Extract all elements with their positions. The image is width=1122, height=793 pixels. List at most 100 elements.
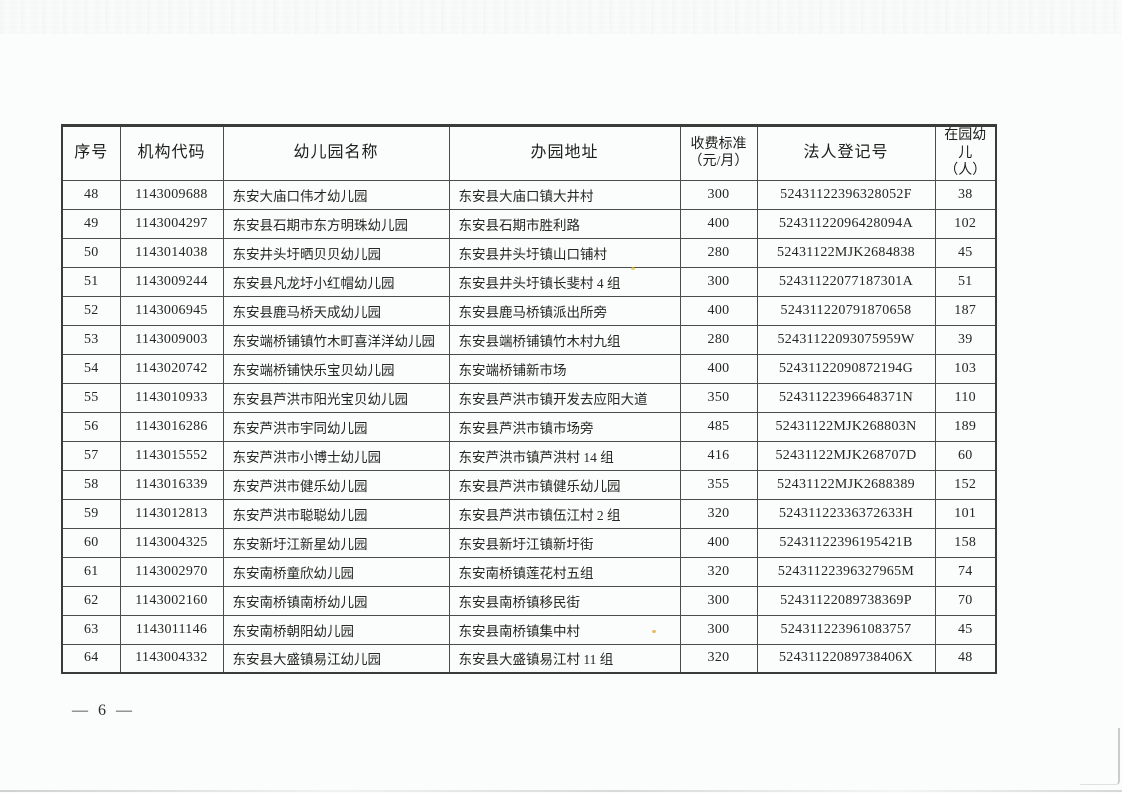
cell-no: 48 [61,179,121,210]
cell-address: 东安端桥铺新市场 [448,353,681,384]
cell-reg: 52431122MJK268707D [756,440,936,471]
cell-name: 东安端桥铺快乐宝贝幼儿园 [222,353,450,384]
table-header: 序号 机构代码 幼儿园名称 办园地址 收费标准 （元/月） 法人登记号 在园幼 儿（人） [61,125,997,181]
cell-address: 东安县鹿马桥镇派出所旁 [448,295,681,326]
cell-name: 东安芦洪市聪聪幼儿园 [222,498,450,529]
cell-address: 东安县新圩江镇新圩街 [448,527,681,558]
cell-no: 62 [61,585,121,616]
cell-fee: 300 [679,585,758,616]
cell-reg: 52431122396327965M [756,556,936,587]
cell-reg: 52431122089738369P [756,585,936,616]
cell-reg: 52431122093075959W [756,324,936,355]
cell-name: 东安南桥镇南桥幼儿园 [222,585,450,616]
cell-code: 1143012813 [119,498,224,529]
cell-name: 东安南桥童欣幼儿园 [222,556,450,587]
cell-no: 58 [61,469,121,500]
cell-address: 东安县端桥铺镇竹木村九组 [448,324,681,355]
column-header-address: 办园地址 [448,125,681,181]
cell-code: 1143016339 [119,469,224,500]
cell-reg: 524311223961083757 [756,614,936,645]
cell-children: 102 [934,208,997,239]
cell-reg: 52431122089738406X [756,643,936,674]
table-row: 63 1143011146 东安南桥朝阳幼儿园 东安县南桥镇集中村 300 5243112… [61,614,997,645]
table-row: 57 1143015552 东安芦洪市小博士幼儿园 东安芦洪市镇芦洪村 14 组 416… [61,440,997,471]
column-header-children: 在园幼 儿（人） [934,125,997,181]
cell-name: 东安县芦洪市阳光宝贝幼儿园 [222,382,450,413]
cell-fee: 280 [679,324,758,355]
scan-dot-artifact [652,630,656,633]
cell-children: 38 [934,179,997,210]
cell-children: 60 [934,440,997,471]
table-header-row: 序号 机构代码 幼儿园名称 办园地址 收费标准 （元/月） 法人登记号 在园幼 儿（人） [61,125,997,181]
cell-children: 70 [934,585,997,616]
cell-code: 1143015552 [119,440,224,471]
cell-no: 52 [61,295,121,326]
column-header-code: 机构代码 [119,125,224,181]
cell-fee: 355 [679,469,758,500]
column-header-reg: 法人登记号 [756,125,936,181]
cell-fee: 300 [679,266,758,297]
cell-fee: 350 [679,382,758,413]
page-number: — 6 — [72,702,135,719]
cell-name: 东安芦洪市健乐幼儿园 [222,469,450,500]
cell-reg: 52431122096428094A [756,208,936,239]
cell-children: 51 [934,266,997,297]
cell-name: 东安端桥铺镇竹木町喜洋洋幼儿园 [222,324,450,355]
cell-fee: 485 [679,411,758,442]
cell-children: 187 [934,295,997,326]
cell-no: 49 [61,208,121,239]
table-body: 48 1143009688 东安大庙口伟才幼儿园 东安县大庙口镇大井村 300 52431… [61,179,997,674]
scan-noise-artifact [0,0,1122,34]
cell-no: 53 [61,324,121,355]
cell-reg: 52431122336372633H [756,498,936,529]
cell-code: 1143009244 [119,266,224,297]
cell-code: 1143011146 [119,614,224,645]
table-row: 58 1143016339 东安芦洪市健乐幼儿园 东安县芦洪市镇健乐幼儿园 355 524… [61,469,997,500]
table-row: 50 1143014038 东安井头圩晒贝贝幼儿园 东安县井头圩镇山口铺村 280 524… [61,237,997,268]
cell-address: 东安县芦洪市镇开发去应阳大道 [448,382,681,413]
cell-name: 东安县凡龙圩小红帽幼儿园 [222,266,450,297]
cell-fee: 320 [679,498,758,529]
table-row: 60 1143004325 东安新圩江新星幼儿园 东安县新圩江镇新圩街 400 52431… [61,527,997,558]
cell-fee: 400 [679,353,758,384]
cell-children: 45 [934,237,997,268]
cell-children: 48 [934,643,997,674]
cell-code: 1143009688 [119,179,224,210]
column-header-fee: 收费标准 （元/月） [679,125,758,181]
cell-code: 1143002970 [119,556,224,587]
cell-no: 54 [61,353,121,384]
cell-name: 东安芦洪市宇同幼儿园 [222,411,450,442]
cell-fee: 320 [679,643,758,674]
scan-edge-artifact [0,790,1122,792]
table-row: 61 1143002970 东安南桥童欣幼儿园 东安南桥镇莲花村五组 320 524311… [61,556,997,587]
cell-name: 东安南桥朝阳幼儿园 [222,614,450,645]
cell-address: 东安县南桥镇集中村 [448,614,681,645]
table-row: 52 1143006945 东安县鹿马桥天成幼儿园 东安县鹿马桥镇派出所旁 400 524… [61,295,997,326]
cell-no: 56 [61,411,121,442]
cell-name: 东安县大盛镇易江幼儿园 [222,643,450,674]
cell-fee: 400 [679,527,758,558]
cell-no: 51 [61,266,121,297]
table-row: 51 1143009244 东安县凡龙圩小红帽幼儿园 东安县井头圩镇长斐村 4 组 30… [61,266,997,297]
table-row: 54 1143020742 东安端桥铺快乐宝贝幼儿园 东安端桥铺新市场 400 52431… [61,353,997,384]
table-row: 64 1143004332 东安县大盛镇易江幼儿园 东安县大盛镇易江村 11 组 320… [61,643,997,674]
table-row: 49 1143004297 东安县石期市东方明珠幼儿园 东安县石期市胜利路 400 524… [61,208,997,239]
cell-children: 45 [934,614,997,645]
cell-no: 57 [61,440,121,471]
cell-code: 1143004297 [119,208,224,239]
cell-no: 50 [61,237,121,268]
table-row: 55 1143010933 东安县芦洪市阳光宝贝幼儿园 东安县芦洪市镇开发去应阳大道 3… [61,382,997,413]
cell-address: 东安县大盛镇易江村 11 组 [448,643,681,674]
cell-reg: 52431122MJK2688389 [756,469,936,500]
cell-children: 74 [934,556,997,587]
cell-reg: 52431122396648371N [756,382,936,413]
cell-reg: 52431122396195421B [756,527,936,558]
cell-reg: 52431122MJK268803N [756,411,936,442]
cell-children: 110 [934,382,997,413]
cell-name: 东安大庙口伟才幼儿园 [222,179,450,210]
cell-name: 东安新圩江新星幼儿园 [222,527,450,558]
scan-smudge-artifact [1080,728,1120,785]
cell-name: 东安县鹿马桥天成幼儿园 [222,295,450,326]
cell-no: 63 [61,614,121,645]
